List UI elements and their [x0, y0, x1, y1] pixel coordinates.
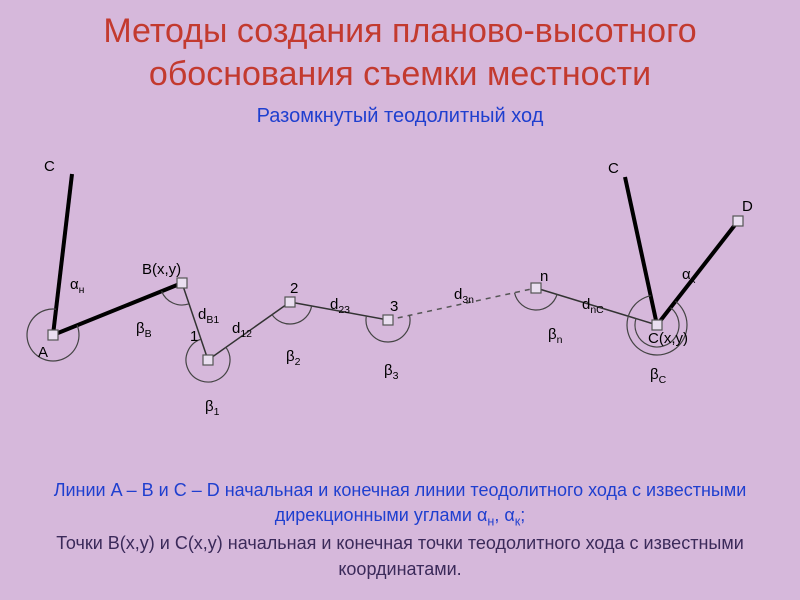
caption: Линии A – B и C – D начальная и конечная… [40, 478, 760, 582]
label-B_lbl: B(x,y) [142, 261, 181, 278]
label-dnC: dnC [582, 296, 604, 316]
label-C2_lbl: C [608, 160, 619, 177]
label-d3n: d3n [454, 286, 474, 306]
thick-line [625, 177, 657, 325]
point-marker-Cxy [652, 320, 662, 330]
label-l2: 2 [290, 280, 298, 297]
label-l1: 1 [190, 328, 198, 345]
label-A_lbl: A [38, 344, 48, 361]
beta-n-arc [514, 293, 557, 310]
label-d12: d12 [232, 320, 252, 340]
point-marker-P3 [383, 315, 393, 325]
label-beta_2: β2 [286, 348, 300, 368]
label-d23: d23 [330, 296, 350, 316]
alpha-k-symbol: αк [504, 505, 520, 525]
caption-line2: Точки B(x,y) и C(x,y) начальная и конечн… [56, 533, 744, 578]
label-alpha_n: αн [70, 276, 84, 296]
caption-line1: Линии A – B и C – D начальная и конечная… [54, 480, 747, 525]
beta-2-arc [272, 306, 312, 324]
point-marker-D [733, 216, 743, 226]
label-l3: 3 [390, 298, 398, 315]
label-beta_C: βC [650, 366, 666, 386]
thick-line [53, 174, 72, 335]
caption-text: Линии A – B и C – D начальная и конечная… [54, 480, 747, 525]
point-marker-P1 [203, 355, 213, 365]
thick-line [657, 221, 738, 325]
label-Cxy_lbl: C(x,y) [648, 330, 688, 347]
label-n_lbl: n [540, 268, 548, 285]
label-alpha_k: αк [682, 266, 695, 286]
label-C1_lbl: C [44, 158, 55, 175]
point-marker-A [48, 330, 58, 340]
label-beta_n: βn [548, 326, 562, 346]
point-marker-P2 [285, 297, 295, 307]
label-beta_B: βB [136, 320, 152, 340]
label-beta_3: β3 [384, 362, 398, 382]
alpha-n-symbol: αн [477, 505, 494, 525]
label-dB1: dB1 [198, 306, 219, 326]
label-D_lbl: D [742, 198, 753, 215]
point-marker-B [177, 278, 187, 288]
label-beta_1: β1 [205, 398, 219, 418]
